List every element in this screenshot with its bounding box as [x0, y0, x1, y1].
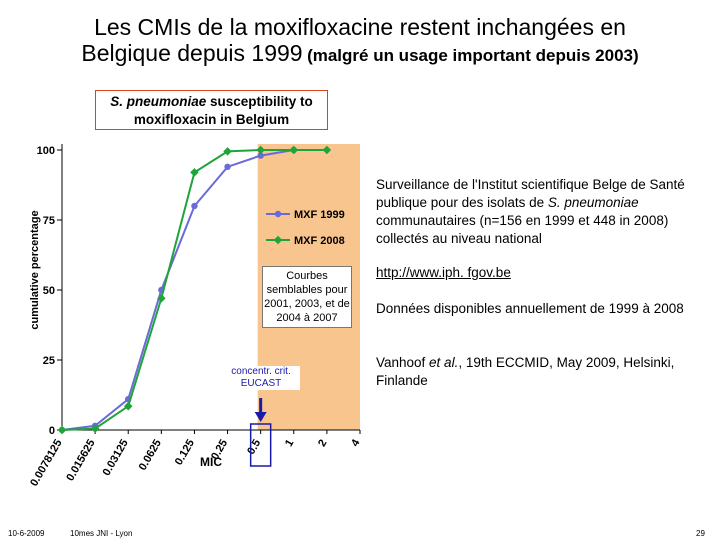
x-tick-label: 2	[316, 438, 329, 449]
breakpoint-highlight-box	[249, 423, 272, 467]
title-line-1: Les CMIs de la moxifloxacine restent inc…	[94, 14, 626, 40]
eucast-label: concentr. crit. EUCAST	[222, 366, 300, 390]
reference-paragraph: Vanhoof et al., 19th ECCMID, May 2009, H…	[376, 355, 675, 388]
chart-legend: MXF 1999 MXF 2008	[266, 209, 345, 247]
y-tick-label: 75	[43, 215, 55, 227]
y-tick-label: 25	[43, 355, 55, 367]
title-line-2: Belgique depuis 1999	[81, 40, 303, 66]
chart-title-species: S. pneumoniae	[110, 94, 207, 109]
data-point	[289, 145, 299, 155]
legend-label: MXF 2008	[294, 235, 345, 247]
x-tick-label: 0.0625	[137, 438, 164, 473]
data-point	[157, 294, 166, 303]
legend-label: MXF 1999	[294, 209, 345, 221]
data-point	[257, 152, 264, 159]
data-point	[191, 202, 198, 210]
y-tick-label: 50	[43, 285, 55, 297]
breakpoint-marker	[249, 398, 272, 467]
data-availability-paragraph: Données disponibles annuellement de 1999…	[376, 301, 684, 316]
slide-title: Les CMIs de la moxifloxacine restent inc…	[0, 14, 720, 70]
x-tick-label: 0.0078125	[28, 438, 64, 489]
iph-link[interactable]: http://www.iph. fgov.be	[376, 265, 511, 280]
surveillance-paragraph: Surveillance de l'Institut scientifique …	[376, 177, 685, 246]
chart-title-rest: susceptibility to	[210, 94, 313, 109]
y-axis-label: cumulative percentage	[29, 210, 41, 329]
series-line-0	[61, 149, 294, 431]
x-tick-label: 0.125	[173, 438, 197, 468]
footer-date: 10-6-2009	[8, 529, 45, 538]
x-axis-label: MIC	[200, 455, 222, 469]
data-point	[322, 145, 332, 155]
data-point	[223, 147, 232, 156]
data-point	[190, 168, 199, 177]
data-point	[57, 425, 67, 435]
data-point	[224, 163, 231, 170]
x-tick-label: 4	[349, 437, 363, 449]
footer-event: 10mes JNI - Lyon	[70, 529, 133, 538]
y-tick-label: 100	[37, 145, 55, 157]
legend-marker	[273, 235, 283, 245]
x-tick-label: 1	[283, 438, 296, 449]
breakpoint-arrow-head	[254, 412, 267, 422]
chart-title-box: S. pneumoniae susceptibility to moxiflox…	[95, 90, 328, 130]
data-point	[256, 145, 265, 155]
legend-marker	[274, 210, 282, 218]
page-number: 29	[696, 529, 705, 538]
x-tick-label: 0.5	[245, 438, 263, 457]
title-line-2-note: (malgré un usage important depuis 2003)	[307, 46, 639, 65]
y-tick-label: 0	[49, 425, 55, 437]
data-point	[90, 424, 100, 433]
chart-title-line2: moxifloxacin in Belgium	[133, 112, 290, 127]
x-tick-label: 0.03125	[101, 438, 131, 478]
x-tick-label: 0.015625	[64, 438, 97, 484]
similar-curves-note: Courbes semblables pour 2001, 2003, et d…	[262, 266, 352, 328]
